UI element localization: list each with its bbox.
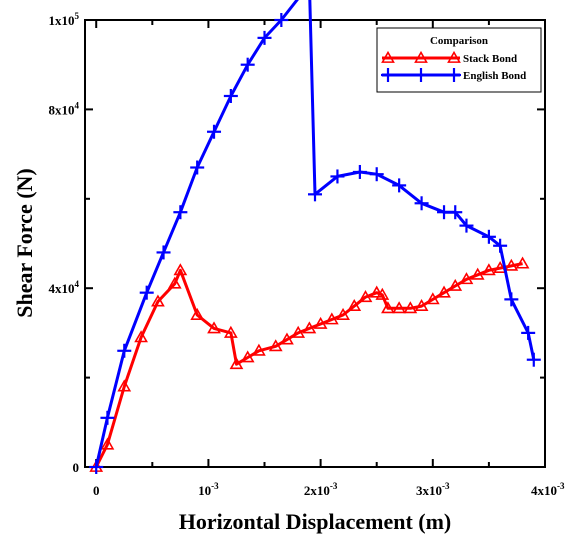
legend-label-english-bond: English Bond xyxy=(463,70,526,82)
stack-bond-point xyxy=(223,325,238,338)
legend: Comparison Stack Bond English Bond xyxy=(376,27,542,93)
english-bond-point xyxy=(274,13,289,27)
x-tick-labels: 0 10-3 2x10-3 3x10-3 4x10-3 xyxy=(93,481,565,498)
stack-bond-point xyxy=(291,325,306,338)
stack-bond-point xyxy=(252,343,266,356)
stack-bond-point xyxy=(207,321,221,334)
english-bond-point xyxy=(117,343,132,358)
english-bond-point xyxy=(308,187,322,202)
y-axis-title: Shear Force (N) xyxy=(12,168,37,317)
stack-bond-point xyxy=(493,260,508,274)
english-bond-point xyxy=(414,196,429,211)
stack-bond-point xyxy=(392,301,407,314)
series-stack-bond xyxy=(89,256,530,472)
english-bond-point xyxy=(240,57,255,72)
english-bond-point xyxy=(448,205,463,220)
english-bond-point xyxy=(100,410,115,425)
legend-entry-stack-bond: Stack Bond xyxy=(381,50,517,65)
legend-label-stack-bond: Stack Bond xyxy=(463,53,517,65)
y-tick-labels: 0 4x104 8x104 1x105 xyxy=(49,11,80,475)
stack-bond-point xyxy=(134,330,148,343)
legend-marker xyxy=(381,68,395,82)
legend-entry-english-bond: English Bond xyxy=(381,68,526,82)
stack-bond-point xyxy=(280,332,294,345)
english-bond-point xyxy=(459,218,474,233)
stack-bond-point xyxy=(459,272,474,285)
y-tick-label: 1x105 xyxy=(49,11,80,28)
stack-bond-point xyxy=(336,307,350,320)
stack-bond-point xyxy=(100,437,115,450)
english-bond-point xyxy=(223,88,238,103)
stack-bond-point xyxy=(375,287,390,300)
stack-bond-point xyxy=(268,339,283,352)
stack-bond-point xyxy=(347,298,362,312)
stack-bond-point xyxy=(369,285,384,298)
stack-bond-point xyxy=(403,301,418,314)
stack-bond-point xyxy=(167,276,182,289)
english-bond-point xyxy=(392,178,407,193)
english-bond-point xyxy=(504,292,519,307)
legend-marker xyxy=(447,50,461,63)
stack-bond-line xyxy=(94,262,523,468)
x-tick-label: 2x10-3 xyxy=(304,481,338,498)
english-bond-point xyxy=(521,325,536,340)
stack-bond-point xyxy=(313,316,328,329)
stack-bond-point xyxy=(470,267,485,280)
legend-entries: Stack Bond English Bond xyxy=(381,50,526,82)
stack-bond-point xyxy=(504,258,519,271)
x-tick-label: 4x10-3 xyxy=(531,481,565,498)
stack-bond-point xyxy=(173,263,188,276)
stack-bond-point xyxy=(482,263,496,276)
stack-bond-point xyxy=(151,294,165,307)
english-bond-point xyxy=(207,124,222,139)
english-bond-point xyxy=(173,205,188,220)
x-tick-label: 10-3 xyxy=(198,481,219,498)
stack-bond-point xyxy=(229,357,244,370)
stack-bond-point xyxy=(437,285,451,298)
stack-bond-point xyxy=(425,292,440,305)
english-bond-point xyxy=(369,167,384,182)
legend-title: Comparison xyxy=(430,35,488,47)
english-bond-point xyxy=(526,352,541,367)
stack-bond-point xyxy=(324,312,339,325)
english-bond-point xyxy=(190,160,205,175)
stack-bond-point xyxy=(117,379,132,392)
english-bond-point xyxy=(481,229,496,244)
stack-bond-point xyxy=(381,301,395,314)
legend-marker xyxy=(414,50,428,63)
stack-bond-point xyxy=(448,278,463,291)
x-tick-label: 0 xyxy=(93,483,100,498)
y-tick-label: 0 xyxy=(73,460,80,475)
plot-frame xyxy=(84,19,546,468)
legend-marker xyxy=(447,68,461,82)
stack-bond-point xyxy=(515,256,530,269)
english-bond-point xyxy=(352,164,367,179)
english-bond-point xyxy=(330,169,345,184)
stack-bond-point xyxy=(358,290,373,303)
series-layer xyxy=(89,0,541,474)
stack-bond-point xyxy=(302,321,317,334)
english-bond-point xyxy=(89,460,104,474)
y-tick-label: 8x104 xyxy=(49,100,80,117)
stack-bond-point xyxy=(190,307,205,320)
series-english-bond xyxy=(89,0,541,474)
stack-bond-point xyxy=(240,350,255,363)
x-axis-title: Horizontal Displacement (m) xyxy=(179,509,452,534)
y-tick-label: 4x104 xyxy=(49,279,80,296)
legend-marker xyxy=(381,50,395,63)
english-bond-point xyxy=(493,238,508,253)
stack-bond-point xyxy=(414,298,429,312)
english-bond-point xyxy=(257,30,272,45)
x-tick-label: 3x10-3 xyxy=(416,481,450,498)
axis-ticks xyxy=(85,19,546,468)
english-bond-point xyxy=(156,245,171,260)
legend-marker xyxy=(414,68,428,82)
english-bond-point xyxy=(139,285,154,300)
